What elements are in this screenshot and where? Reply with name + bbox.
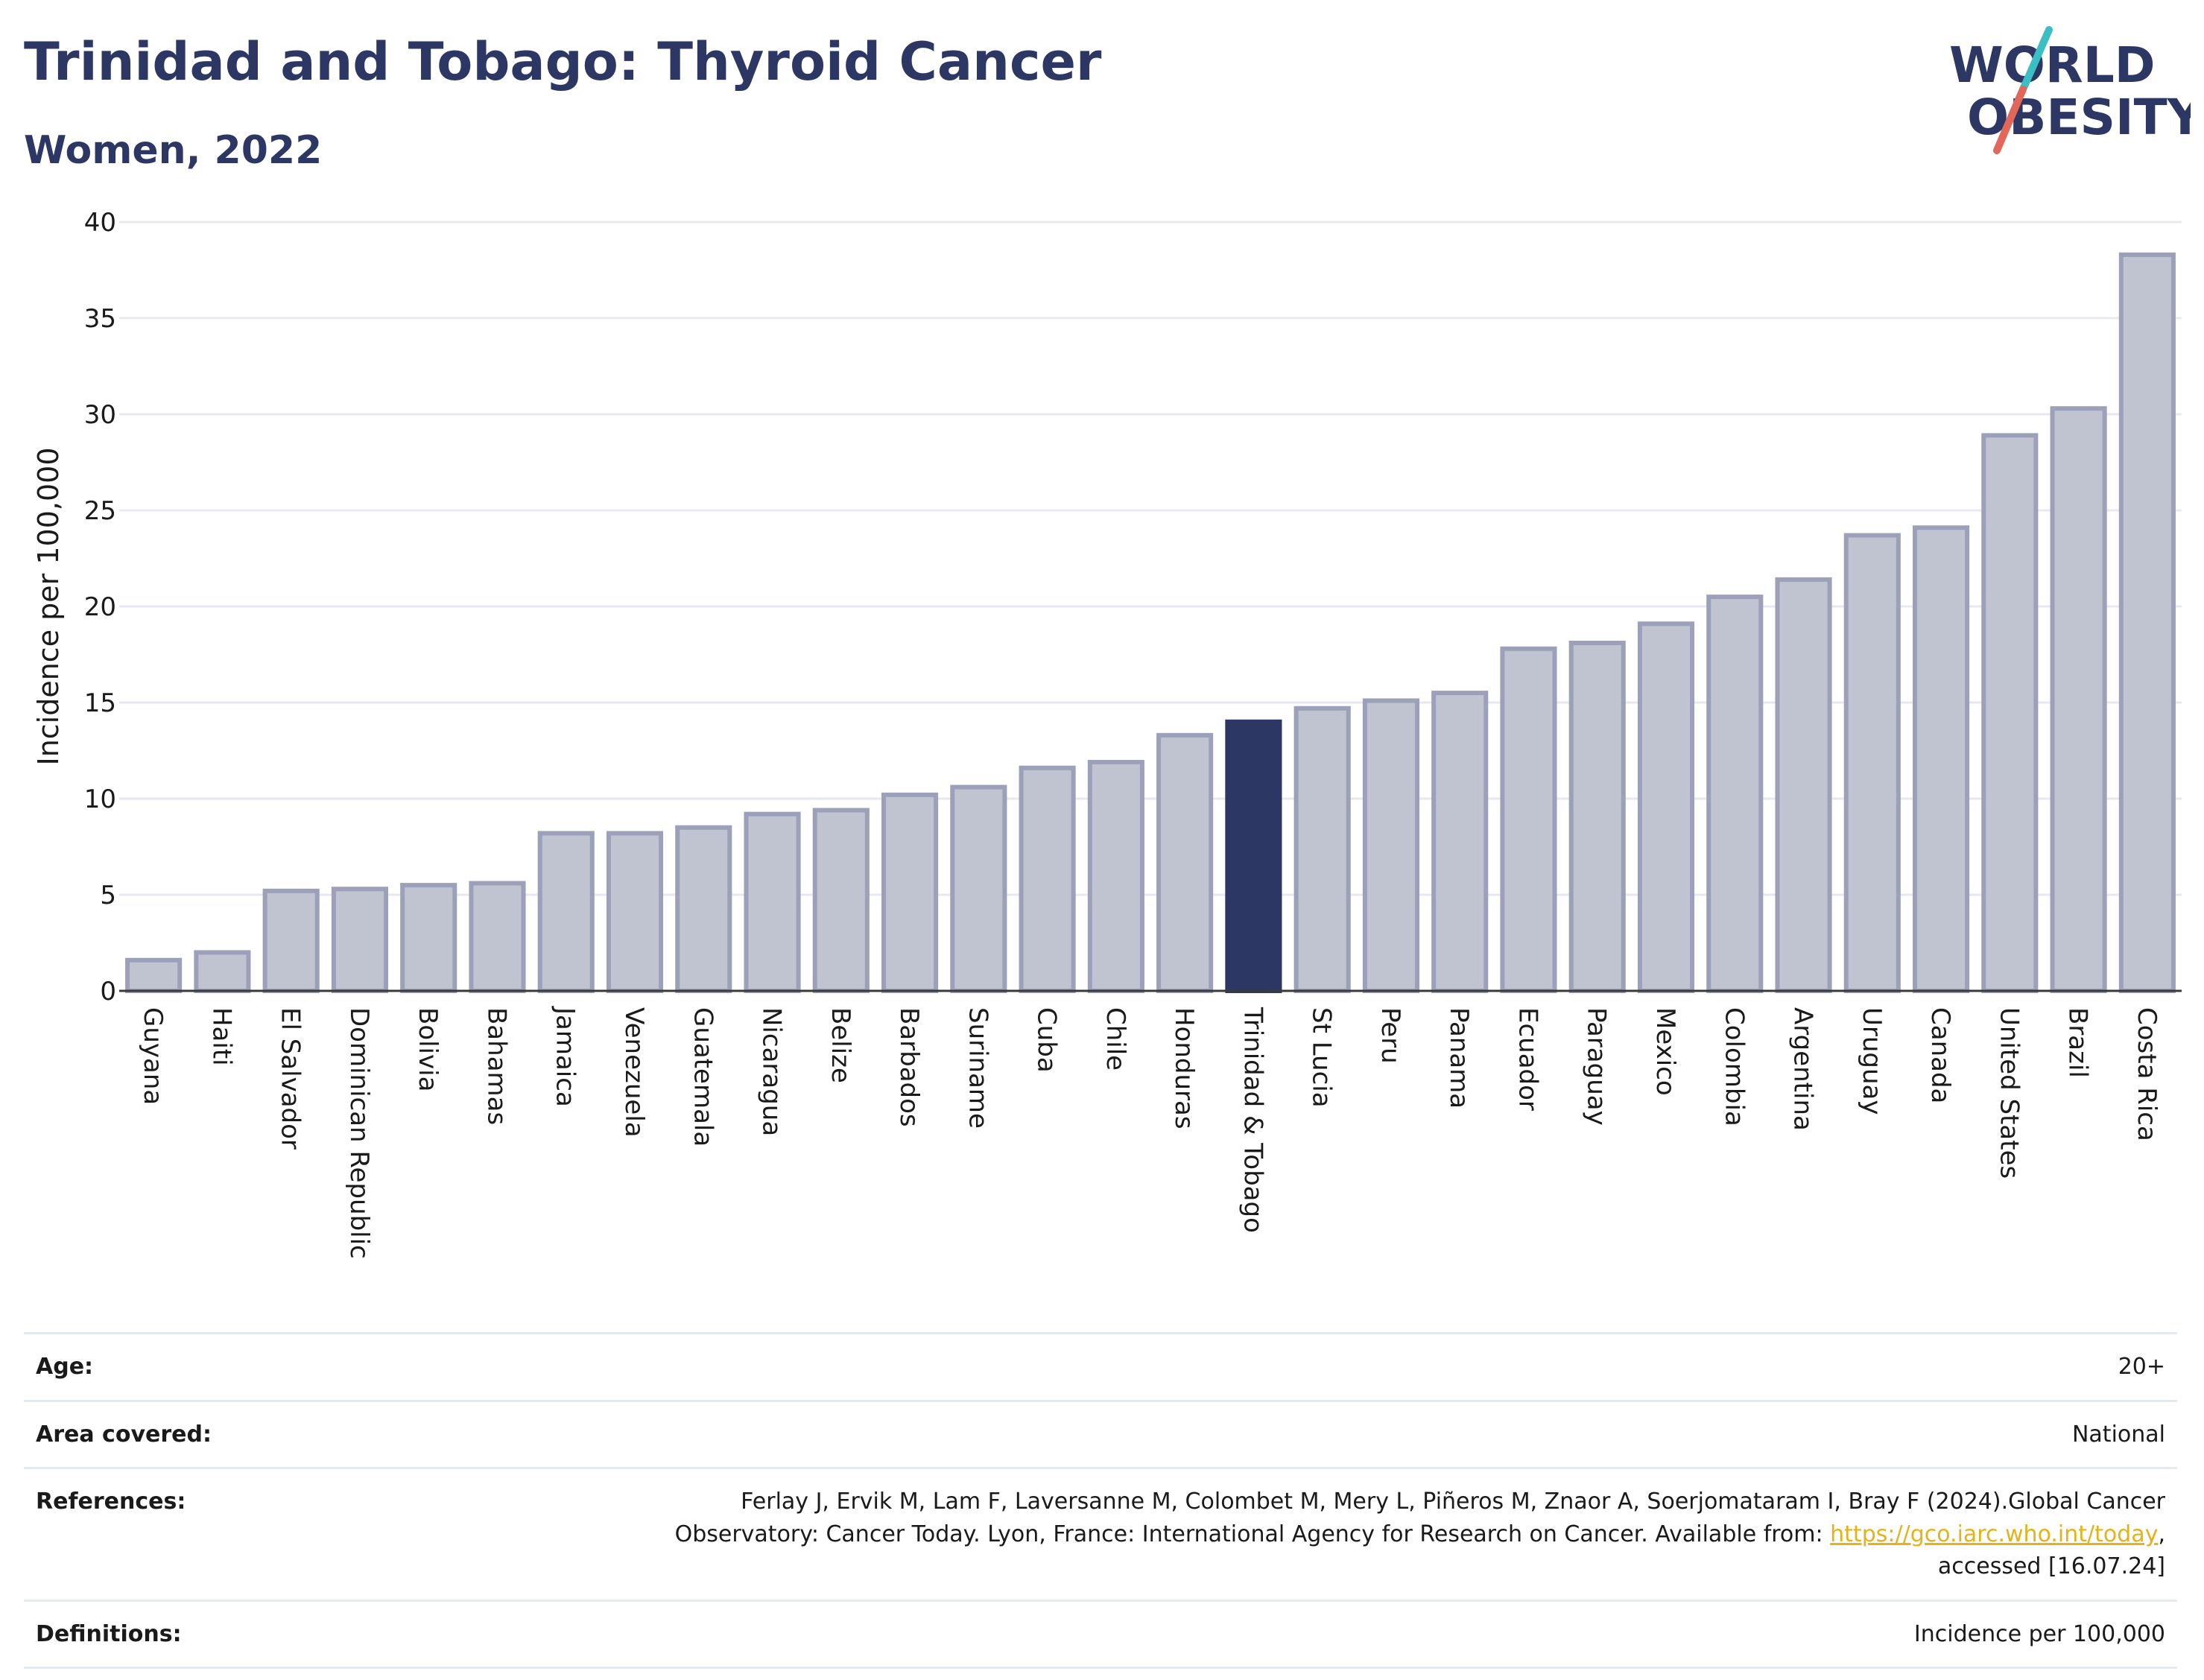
bar-canada	[1913, 525, 1970, 994]
x-tick-label: Chile	[1101, 1007, 1130, 1071]
y-tick-label: 20	[84, 592, 116, 622]
meta-row-definitions: Definitions: Incidence per 100,000	[24, 1600, 2177, 1668]
y-tick-label: 5	[100, 881, 116, 910]
bars	[125, 252, 2176, 994]
x-tick-label: United States	[1994, 1007, 2024, 1179]
logo-slash-bottom	[1993, 86, 2027, 154]
age-value: 20+	[2118, 1354, 2165, 1380]
x-tick-label: Guyana	[138, 1007, 168, 1105]
x-tick-label: Venezuela	[619, 1007, 649, 1138]
x-tick-label: Bahamas	[481, 1007, 511, 1125]
bar-trinidad-tobago	[1225, 719, 1282, 993]
x-tick-label: Ecuador	[1513, 1007, 1542, 1111]
category-labels: Guyana Haiti El Salvador Dominican Republic…	[138, 1006, 2162, 1259]
bar-bolivia	[400, 883, 457, 993]
references-line3: accessed [16.07.24]	[1937, 1553, 2165, 1579]
x-tick-label: Mexico	[1650, 1007, 1680, 1096]
x-tick-label: Haiti	[206, 1007, 236, 1066]
definitions-label: Definitions:	[36, 1620, 182, 1647]
y-tick-label: 40	[84, 208, 116, 238]
y-tick-label: 10	[84, 784, 116, 814]
bar-guyana	[125, 957, 183, 993]
x-tick-label: Jamaica	[551, 1006, 580, 1107]
bar-el-salvador	[262, 888, 320, 994]
bar-peru	[1362, 698, 1419, 993]
bar-paraguay	[1568, 641, 1626, 994]
area-label: Area covered:	[36, 1421, 212, 1448]
y-tick-label: 35	[84, 304, 116, 334]
chart-subtitle: Women, 2022	[24, 128, 323, 173]
x-tick-label: Colombia	[1719, 1007, 1749, 1126]
bar-suriname	[950, 784, 1007, 994]
logo-line1: WORLD	[1949, 37, 2156, 94]
y-tick-labels: 0 5 10 15 20 25 30 35 40	[84, 208, 116, 1007]
bar-belize	[812, 808, 870, 993]
x-tick-label: Brazil	[2063, 1007, 2093, 1078]
bar-brazil	[2050, 406, 2107, 993]
area-value: National	[2071, 1421, 2165, 1448]
chart-title: Trinidad and Tobago: Thyroid Cancer	[24, 31, 1102, 92]
references-line2-end: ,	[2158, 1521, 2165, 1547]
x-tick-label: Nicaragua	[757, 1007, 787, 1136]
x-tick-label: Trinidad & Tobago	[1238, 1007, 1267, 1233]
world-obesity-logo: WORLD OBESITY	[1949, 26, 2191, 154]
grid-lines	[119, 221, 2182, 896]
x-tick-label: Barbados	[894, 1007, 924, 1127]
x-tick-label: Cuba	[1032, 1007, 1062, 1073]
meta-row-references: References: Ferlay J, Ervik M, Lam F, La…	[24, 1468, 2177, 1601]
bar-honduras	[1156, 732, 1214, 993]
y-tick-label: 30	[84, 400, 116, 430]
x-tick-label: El Salvador	[276, 1007, 305, 1150]
y-axis-title: Incidence per 100,000	[32, 447, 65, 765]
bar-mexico	[1637, 621, 1695, 993]
age-label: Age:	[36, 1354, 94, 1380]
bar-chile	[1087, 759, 1144, 993]
bar-uruguay	[1843, 533, 1901, 994]
bar-colombia	[1706, 595, 1764, 993]
bar-bahamas	[469, 881, 526, 994]
bar-argentina	[1775, 577, 1832, 993]
bar-venezuela	[606, 831, 664, 993]
x-tick-label: Peru	[1375, 1007, 1405, 1064]
bar-haiti	[194, 950, 251, 994]
x-tick-label: Guatemala	[688, 1007, 718, 1147]
bar-ecuador	[1500, 646, 1557, 993]
meta-row-area: Area covered: National	[24, 1401, 2177, 1468]
x-tick-label: Panama	[1444, 1007, 1474, 1109]
references-value: Ferlay J, Ervik M, Lam F, Laversanne M, …	[435, 1468, 2177, 1601]
bar-cuba	[1019, 765, 1076, 993]
x-tick-label: Belize	[826, 1007, 855, 1083]
x-tick-label: Suriname	[963, 1007, 992, 1129]
metadata-table: Age: 20+ Area covered: National Referenc…	[24, 1332, 2177, 1669]
bar-barbados	[881, 792, 939, 994]
y-tick-label: 0	[100, 977, 116, 1007]
y-tick-label: 15	[84, 688, 116, 718]
bar-nicaragua	[744, 811, 801, 994]
bar-dominican-republic	[331, 887, 388, 994]
bar-panama	[1431, 691, 1489, 993]
bar-united-states	[1981, 433, 2039, 993]
logo-slash-top	[2019, 26, 2053, 93]
meta-row-age: Age: 20+	[24, 1333, 2177, 1401]
x-tick-label: St Lucia	[1307, 1007, 1337, 1108]
x-tick-label: Paraguay	[1582, 1007, 1612, 1126]
references-label: References:	[36, 1489, 186, 1515]
bar-jamaica	[537, 831, 595, 993]
references-line1: Ferlay J, Ervik M, Lam F, Laversanne M, …	[741, 1489, 2165, 1515]
definitions-value: Incidence per 100,000	[1913, 1620, 2165, 1647]
references-link[interactable]: https://gco.iarc.who.int/today	[1830, 1521, 2159, 1547]
bar-st-lucia	[1293, 706, 1351, 993]
x-tick-label: Argentina	[1788, 1007, 1818, 1131]
x-tick-label: Honduras	[1169, 1007, 1199, 1129]
bar-guatemala	[675, 825, 732, 994]
y-tick-label: 25	[84, 496, 116, 526]
x-tick-label: Canada	[1925, 1007, 1955, 1103]
bar-chart: 0 5 10 15 20 25 30 35 40 Guyana Haiti El Salvador D…	[32, 208, 2182, 1259]
bar-costa-rica	[2118, 252, 2176, 994]
references-line2: Observatory: Cancer Today. Lyon, France:…	[674, 1521, 1831, 1547]
x-tick-label: Costa Rica	[2132, 1007, 2162, 1141]
x-tick-label: Bolivia	[413, 1007, 443, 1091]
x-tick-label: Dominican Republic	[344, 1007, 374, 1259]
x-tick-label: Uruguay	[1857, 1007, 1887, 1115]
